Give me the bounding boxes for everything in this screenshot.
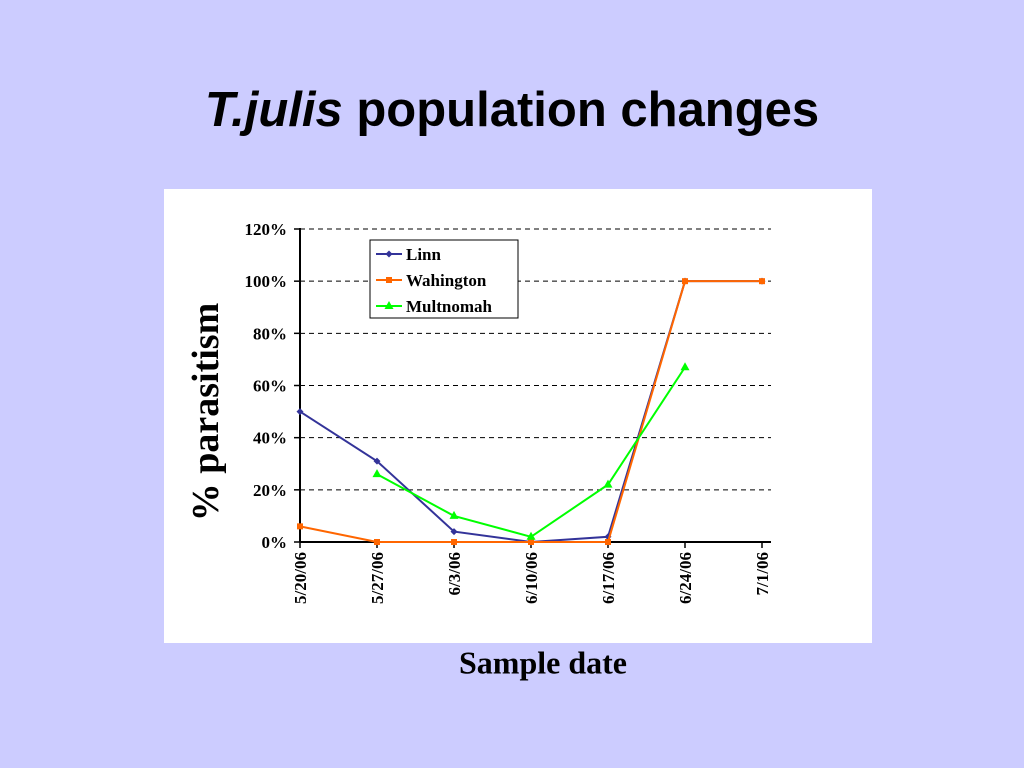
x-tick-label: 6/24/06 xyxy=(676,552,695,604)
data-point xyxy=(373,457,381,465)
data-point xyxy=(451,539,457,545)
data-point xyxy=(296,408,304,416)
axis-layer: 0% 20% 40% 60% 80% 100% 120% 5/20/06 5/27/06 6/3/… xyxy=(245,220,773,604)
x-axis-label: Sample date xyxy=(459,644,627,681)
y-tick-label: 100% xyxy=(245,272,288,291)
y-axis-label: % parasitism xyxy=(185,302,227,522)
legend: Linn Wahington Multnomah xyxy=(369,239,519,319)
x-tick-label: 6/10/06 xyxy=(522,552,541,604)
data-point xyxy=(528,539,534,545)
data-point xyxy=(374,539,380,545)
data-point xyxy=(450,528,458,536)
y-tick-label: 60% xyxy=(253,377,287,396)
series-linn xyxy=(296,277,766,546)
data-point xyxy=(385,250,393,258)
y-tick-label: 120% xyxy=(245,220,288,239)
series-layer xyxy=(296,277,766,546)
title-italic: T.julis xyxy=(204,83,343,137)
y-tick-label: 0% xyxy=(262,533,288,552)
y-tick-label: 40% xyxy=(253,429,287,448)
data-point xyxy=(384,301,394,309)
y-tick-label: 80% xyxy=(253,324,287,343)
x-tick-label: 5/27/06 xyxy=(368,552,387,604)
series-multnomah xyxy=(372,362,690,540)
slide-title: T.julis population changes xyxy=(0,83,1024,138)
data-point xyxy=(297,523,303,530)
data-point xyxy=(680,362,690,371)
data-point xyxy=(386,277,392,283)
data-point xyxy=(759,278,765,285)
grid-layer xyxy=(300,228,771,491)
legend-label: Linn xyxy=(406,245,442,264)
y-tick-label: 20% xyxy=(253,481,287,500)
data-point xyxy=(526,531,536,540)
legend-label: Wahington xyxy=(406,271,487,290)
x-tick-label: 6/3/06 xyxy=(445,552,464,595)
data-point xyxy=(603,479,613,488)
series-wahington xyxy=(297,278,765,545)
data-point xyxy=(449,510,459,519)
data-point xyxy=(682,278,688,285)
series-line xyxy=(299,280,762,543)
x-tick-label: 7/1/06 xyxy=(753,552,772,595)
legend-label: Multnomah xyxy=(406,297,493,316)
x-tick-label: 5/20/06 xyxy=(291,552,310,604)
title-rest: population changes xyxy=(342,83,820,137)
data-point xyxy=(605,539,611,545)
x-tick-label: 6/17/06 xyxy=(599,552,618,604)
series-line xyxy=(376,366,686,538)
series-line xyxy=(299,280,762,544)
data-point xyxy=(372,469,382,478)
